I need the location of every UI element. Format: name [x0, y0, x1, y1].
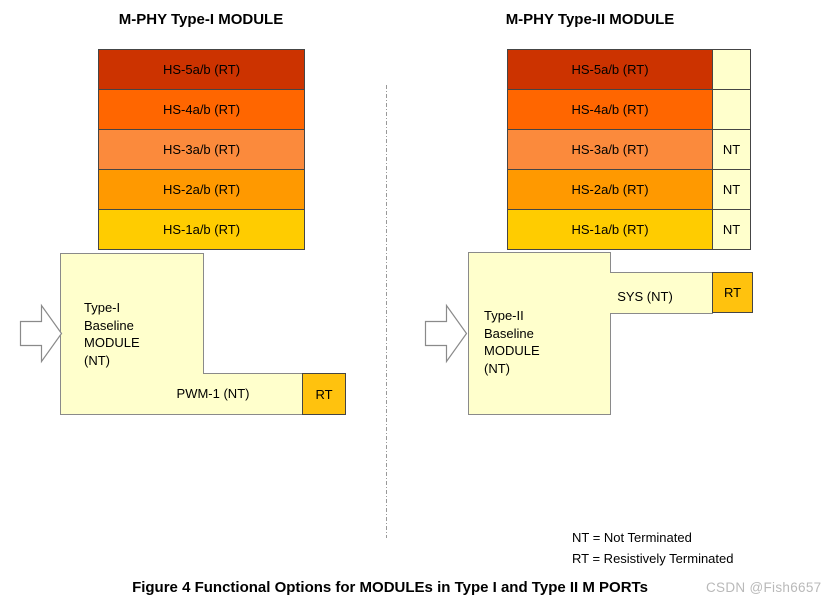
- type1-module-title: M-PHY Type-I MODULE: [118, 11, 284, 28]
- watermark: CSDN @Fish6657: [706, 580, 822, 595]
- type2-sys-label: SYS (NT): [617, 289, 673, 304]
- type2-hs3-label: HS-3a/b (RT): [571, 142, 649, 157]
- type1-baseline-label: Type-I Baseline MODULE (NT): [84, 300, 140, 368]
- legend: NT = Not Terminated RT = Resistively Ter…: [572, 527, 733, 569]
- type1-hs4-row: HS-4a/b (RT): [98, 89, 305, 130]
- type2-baseline-label: Type-II Baseline MODULE (NT): [484, 308, 540, 376]
- legend-rt-line: RT = Resistively Terminated: [572, 551, 734, 566]
- type1-rt-box: RT: [302, 373, 346, 415]
- type2-hs3-nt-label: NT: [722, 142, 741, 157]
- type2-rt-box: RT: [712, 272, 753, 313]
- type2-hs5-label: HS-5a/b (RT): [571, 62, 649, 77]
- type2-hs3-row: HS-3a/b (RT): [507, 129, 713, 170]
- type2-hs4-row: HS-4a/b (RT): [507, 89, 713, 130]
- legend-nt-line: NT = Not Terminated: [572, 530, 692, 545]
- type2-baseline-shape: [468, 252, 713, 415]
- type1-hs1-label: HS-1a/b (RT): [162, 222, 241, 237]
- type1-hs2-label: HS-2a/b (RT): [162, 182, 241, 197]
- type2-hs3-nt-cell: NT: [712, 129, 751, 170]
- type2-hs5-nt-cell: [712, 49, 751, 90]
- type1-hs3-label: HS-3a/b (RT): [162, 142, 241, 157]
- left-block-arrow-icon: [19, 303, 63, 364]
- figure-caption: Figure 4 Functional Options for MODULEs …: [132, 579, 648, 596]
- type2-hs1-row: HS-1a/b (RT): [507, 209, 713, 250]
- type1-hs5-row: HS-5a/b (RT): [98, 49, 305, 90]
- type2-hs4-label: HS-4a/b (RT): [571, 102, 649, 117]
- type1-pwm-label: PWM-1 (NT): [176, 386, 250, 401]
- type2-hs1-label: HS-1a/b (RT): [571, 222, 649, 237]
- type2-rt-label: RT: [723, 285, 742, 300]
- type1-hs5-label: HS-5a/b (RT): [162, 62, 241, 77]
- type2-hs2-nt-cell: NT: [712, 169, 751, 210]
- type2-hs4-nt-cell: [712, 89, 751, 130]
- type2-hs2-label: HS-2a/b (RT): [571, 182, 649, 197]
- type1-hs2-row: HS-2a/b (RT): [98, 169, 305, 210]
- type1-rt-label: RT: [315, 386, 333, 402]
- type1-hs4-label: HS-4a/b (RT): [162, 102, 241, 117]
- type2-hs1-nt-label: NT: [722, 222, 741, 237]
- type2-hs2-nt-label: NT: [722, 182, 741, 197]
- type1-hs3-row: HS-3a/b (RT): [98, 129, 305, 170]
- type2-hs1-nt-cell: NT: [712, 209, 751, 250]
- type1-hs1-row: HS-1a/b (RT): [98, 209, 305, 250]
- right-block-arrow-icon: [424, 303, 468, 364]
- type2-module-title: M-PHY Type-II MODULE: [505, 11, 675, 28]
- type2-hs2-row: HS-2a/b (RT): [507, 169, 713, 210]
- type2-hs5-row: HS-5a/b (RT): [507, 49, 713, 90]
